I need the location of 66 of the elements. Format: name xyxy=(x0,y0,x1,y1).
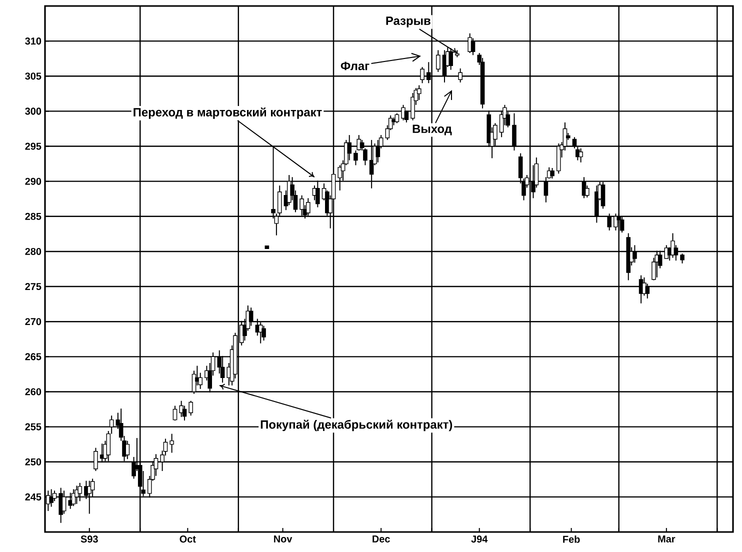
candlestick xyxy=(512,112,516,151)
candlestick xyxy=(458,68,462,83)
candlestick xyxy=(578,148,583,163)
candlestick xyxy=(262,325,266,342)
y-tick-label: 275 xyxy=(25,283,42,290)
candlestick xyxy=(316,180,320,208)
annotation: Разрыв xyxy=(386,16,430,28)
candlestick xyxy=(680,253,684,264)
y-tick-label: 285 xyxy=(25,212,42,220)
annotation: Флаг xyxy=(340,62,370,70)
annotation: Покупай (декабрьский контракт) xyxy=(260,420,452,432)
x-tick-label: Oct xyxy=(180,536,196,543)
candlestick xyxy=(49,488,54,508)
y-tick-label: 290 xyxy=(25,178,42,185)
candlestick xyxy=(179,400,184,418)
y-tick-label: 260 xyxy=(25,388,42,396)
y-tick-label: 255 xyxy=(25,423,42,430)
candlestick xyxy=(572,136,577,149)
candlestick xyxy=(182,405,187,421)
candlestick xyxy=(600,182,606,210)
candlestick xyxy=(632,244,637,264)
candlestick xyxy=(426,62,431,84)
candlestick xyxy=(410,92,415,121)
y-tick-label: 295 xyxy=(25,142,42,150)
candlestick xyxy=(585,185,590,198)
annotation: Переход в мартовский контракт xyxy=(134,107,322,119)
candlestick xyxy=(674,244,678,262)
y-tick-label: 300 xyxy=(25,108,42,115)
candlestick xyxy=(306,198,310,216)
y-tick-label: 265 xyxy=(25,353,42,360)
candlestick xyxy=(170,433,174,454)
x-tick-label: Mar xyxy=(658,536,676,542)
candlestick xyxy=(188,400,193,416)
candlestick xyxy=(248,307,254,326)
x-tick-label: Dec xyxy=(372,536,390,542)
candlestick xyxy=(125,440,130,460)
candlestick xyxy=(670,232,675,258)
candlestick xyxy=(420,66,424,84)
candlestick xyxy=(172,405,178,421)
candlestick xyxy=(614,213,618,231)
candlestick xyxy=(436,50,440,72)
x-tick-label: J94 xyxy=(471,536,488,543)
y-tick-label: 245 xyxy=(25,493,42,500)
candlestick xyxy=(338,164,342,191)
y-tick-label: 250 xyxy=(25,458,42,466)
candlestick xyxy=(347,134,352,161)
y-tick-label: 280 xyxy=(25,248,42,255)
candlestick xyxy=(354,150,358,166)
candlestick xyxy=(645,283,650,299)
y-tick-label: 310 xyxy=(25,38,42,45)
candlestick xyxy=(394,112,400,124)
candlestick xyxy=(356,134,362,151)
x-tick-label: S93 xyxy=(80,536,98,543)
x-tick-label: Nov xyxy=(274,536,292,542)
y-tick-label: 305 xyxy=(25,72,42,80)
candlestick xyxy=(277,185,282,216)
y-tick-label: 270 xyxy=(25,318,42,326)
candlestick xyxy=(607,213,612,231)
candlestick xyxy=(300,194,304,216)
candlestick xyxy=(620,216,624,234)
candlestick xyxy=(94,447,98,472)
candlestick xyxy=(376,139,380,163)
annotation: Выход xyxy=(412,124,452,136)
candlestick xyxy=(550,168,554,180)
x-tick-label: Feb xyxy=(563,536,580,543)
candlestick xyxy=(642,276,646,296)
